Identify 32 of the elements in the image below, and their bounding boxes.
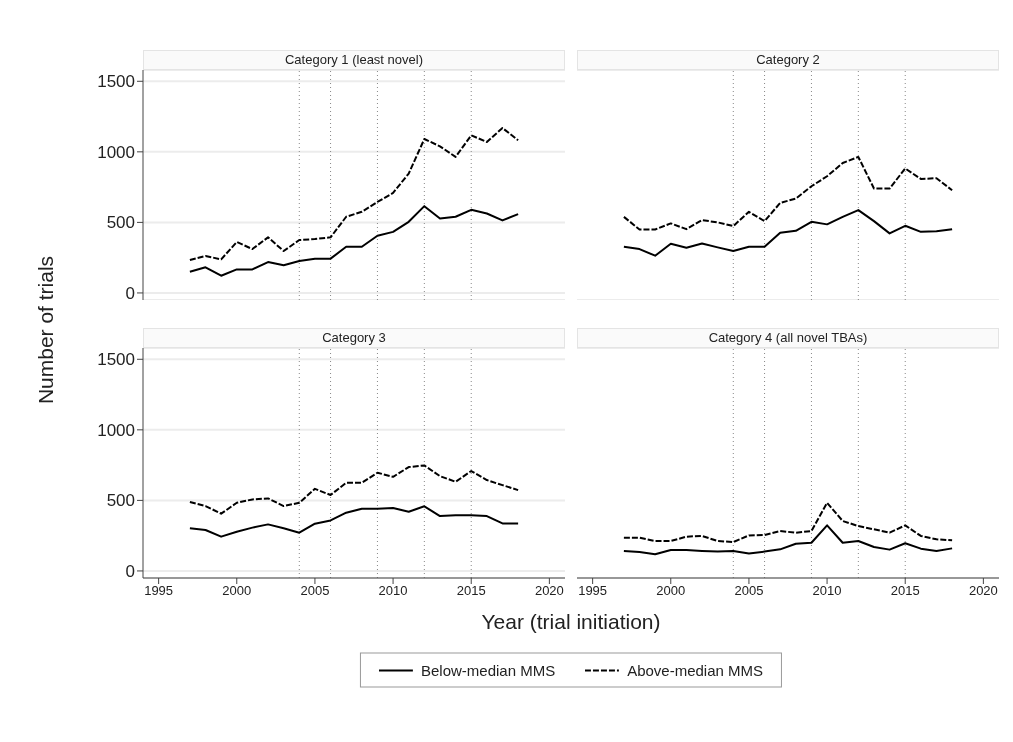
chart-title: Category 1 (least novel) <box>143 50 565 70</box>
y-tick-label: 1500 <box>97 350 135 370</box>
y-tick-label: 500 <box>106 491 135 511</box>
y-tick-label: 1000 <box>97 420 135 440</box>
x-tick-label: 2005 <box>734 583 764 599</box>
chart-title: Category 3 <box>143 328 565 348</box>
x-tick-label: 2010 <box>378 583 408 599</box>
y-tick-label: 1000 <box>97 142 135 162</box>
y-axis-title: Number of trials <box>34 255 58 405</box>
legend-label: Below-median MMS <box>420 661 556 679</box>
x-tick-label: 2020 <box>534 583 564 599</box>
line-series <box>188 205 520 277</box>
y-tick-label: 0 <box>125 283 135 303</box>
x-tick-label: 2000 <box>222 583 252 599</box>
line-series <box>188 126 520 262</box>
x-tick-label: 2015 <box>456 583 486 599</box>
y-tick-label: 1500 <box>97 72 135 92</box>
line-series <box>188 464 520 515</box>
x-tick-label: 1995 <box>144 583 174 599</box>
legend-label: Above-median MMS <box>627 661 764 679</box>
y-tick-label: 500 <box>106 213 135 233</box>
x-tick-label: 2000 <box>656 583 686 599</box>
chart-title: Category 4 (all novel TBAs) <box>577 328 999 348</box>
chart-title: Category 2 <box>577 50 999 70</box>
x-axis-title: Year (trial initiation) <box>481 610 661 634</box>
y-tick-label: 0 <box>125 561 135 581</box>
x-tick-label: 2020 <box>968 583 998 599</box>
x-tick-label: 2010 <box>812 583 842 599</box>
x-tick-label: 2015 <box>890 583 920 599</box>
line-series <box>188 505 520 538</box>
x-tick-label: 2005 <box>300 583 330 599</box>
x-tick-label: 1995 <box>578 583 608 599</box>
